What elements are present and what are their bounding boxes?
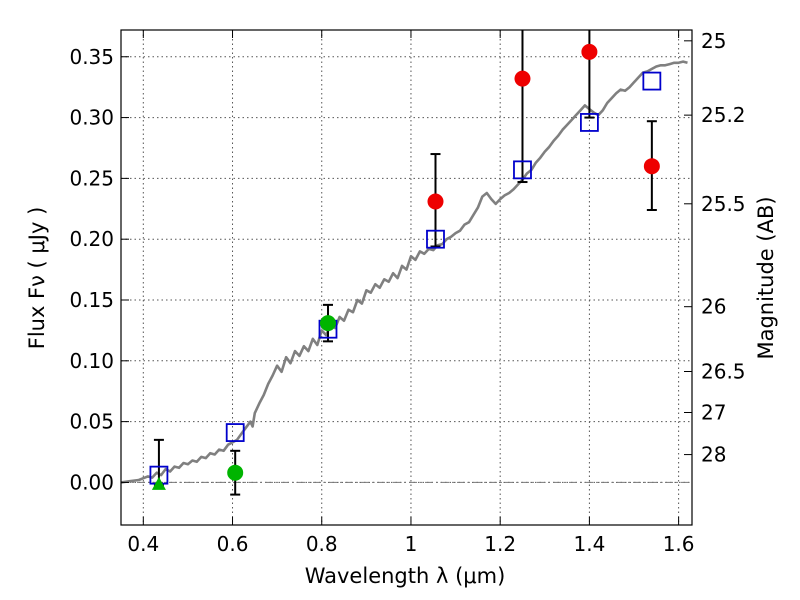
y-tick-label: 0.05 [69,410,114,434]
model-spectrum-layer [120,60,688,484]
observed-flux-point [319,315,336,332]
observed-flux-point [514,70,531,87]
data-markers-layer [149,43,662,490]
magnitude-tick-label: 25.5 [701,192,746,216]
magnitude-tick-label: 28 [701,443,726,467]
y-tick-label: 0.10 [69,349,114,373]
magnitude-tick-label: 25.2 [701,103,746,127]
model-flux-square [579,113,599,132]
observed-flux-point [427,193,444,210]
x-tick-label: 1.2 [484,532,516,556]
x-tick-label: 1.4 [573,532,605,556]
x-tick-label: 1.6 [663,532,695,556]
magnitude-tick-label: 26 [701,295,726,319]
y-axis-label: Flux Fν ( μJy ) [25,207,49,350]
model-flux-square [642,71,662,91]
y-tick-label: 0.20 [69,227,114,251]
observed-flux-point [227,464,244,481]
magnitude-tick-label: 26.5 [701,360,746,384]
x-axis-label: Wavelength λ (μm) [305,564,506,588]
model-flux-square [513,160,532,180]
observed-flux-point [643,158,660,175]
right-axis-label: Magnitude (AB) [754,196,778,359]
magnitude-tick-label: 27 [701,401,726,425]
y-tick-label: 0.00 [69,470,114,494]
magnitude-tick-label: 25 [701,29,726,53]
model-flux-square [426,229,445,249]
upper-limit-triangle [151,476,166,490]
axis-ticks: 0.4 0.6 0.8 1 1.2 1.4 1.6 0.00 0.05 0.10 0.15 0.20 0… [69,29,745,556]
y-tick-label: 0.35 [69,45,114,69]
grid-lines [121,30,692,525]
model-spectrum-line [120,60,688,484]
x-tick-label: 0.4 [127,532,159,556]
plot-frame [120,29,693,526]
y-tick-label: 0.30 [69,106,114,130]
x-tick-label: 1 [405,532,418,556]
observed-flux-point [581,43,598,60]
x-tick-label: 0.6 [217,532,249,556]
x-tick-label: 0.8 [306,532,338,556]
model-flux-square [225,423,245,442]
y-tick-label: 0.15 [69,288,114,312]
y-tick-label: 0.25 [69,166,114,190]
